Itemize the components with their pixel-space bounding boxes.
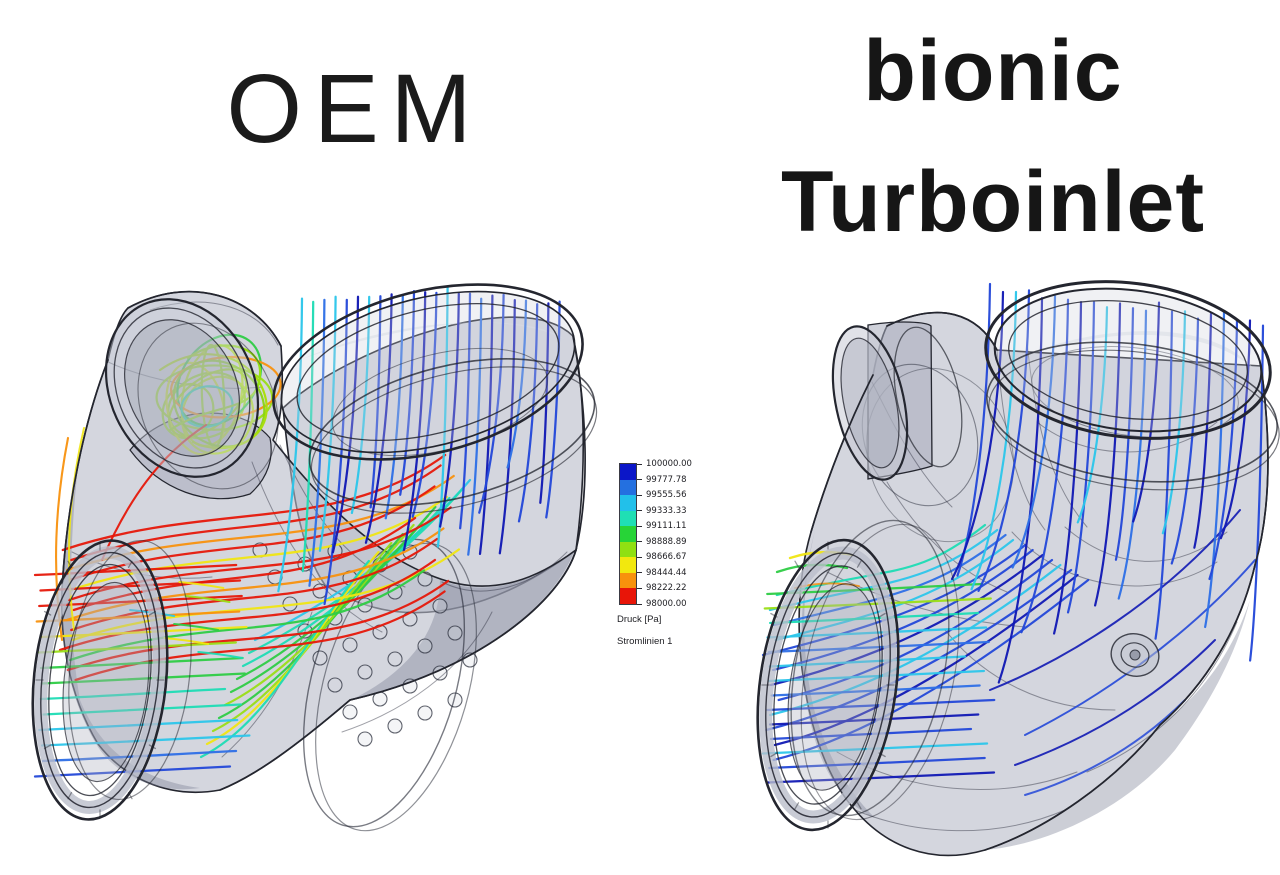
right-panel-title: bionic Turboinlet [710,6,1276,267]
legend-tick-label: 98222.22 [646,583,687,594]
legend-color-segment [620,479,636,496]
inlet-rim [984,280,1280,491]
legend-tick-label: 98666.67 [646,552,687,563]
legend-colorbar [619,463,637,605]
legend-color-segment [620,557,636,573]
legend-tick-label: 99333.33 [646,505,687,516]
legend-tick-mark [637,556,642,558]
bionic-turboinlet-cfd-rendering [735,270,1280,870]
oem-cfd-svg [31,283,598,832]
outlet-flange [756,519,960,832]
legend-tick-mark [637,463,642,465]
legend-color-segment [620,588,636,604]
legend-tick-mark [637,479,642,481]
legend-tick-mark [637,525,642,527]
legend-tick-mark [637,572,642,574]
right-panel-title-line2: Turboinlet [780,153,1205,250]
legend-tick-label: 98000.00 [646,599,687,609]
legend-tick-label: 100000.00 [646,459,692,469]
oem-cfd-rendering [10,250,610,840]
legend-tick-mark [637,587,642,589]
legend-tick-mark [637,510,642,512]
legend-color-segment [620,510,636,527]
legend-tick-mark [637,603,642,605]
legend-tick-label: 98888.89 [646,536,687,547]
legend-tick-label: 98444.44 [646,567,687,578]
silhouette-edges [62,290,586,791]
legend-tick-mark [637,494,642,496]
legend-result-label: Stromlinien 1 [617,636,673,647]
legend-color-segment [620,495,636,511]
vent-port-rim [104,298,279,490]
legend-color-segment [620,572,636,589]
vent-port-rim [831,325,963,481]
inlet-streamlines [277,286,561,606]
legend-color-segment [620,541,636,558]
recirculation-swirl-streamlines [155,333,282,456]
legend-color-segment [620,526,636,542]
right-panel-title-line1: bionic [863,23,1123,119]
side-boss [1110,633,1160,677]
left-panel-title: OEM [226,54,484,163]
legend-tick-label: 99555.56 [646,490,687,501]
inlet-rim [272,283,598,514]
legend-tick-mark [637,541,642,543]
legend-tick-labels: 100000.00 99777.78 99555.56 99333.33 99111.1… [637,459,747,609]
silhouette-edges [810,311,1269,851]
legend-tick-label: 99111.11 [646,521,687,532]
legend-color-segment [620,464,636,480]
legend-quantity-label: Druck [Pa] [617,614,662,625]
bionic-cfd-svg [756,280,1280,857]
outlet-flange [31,539,192,821]
legend-tick-label: 99777.78 [646,474,687,485]
